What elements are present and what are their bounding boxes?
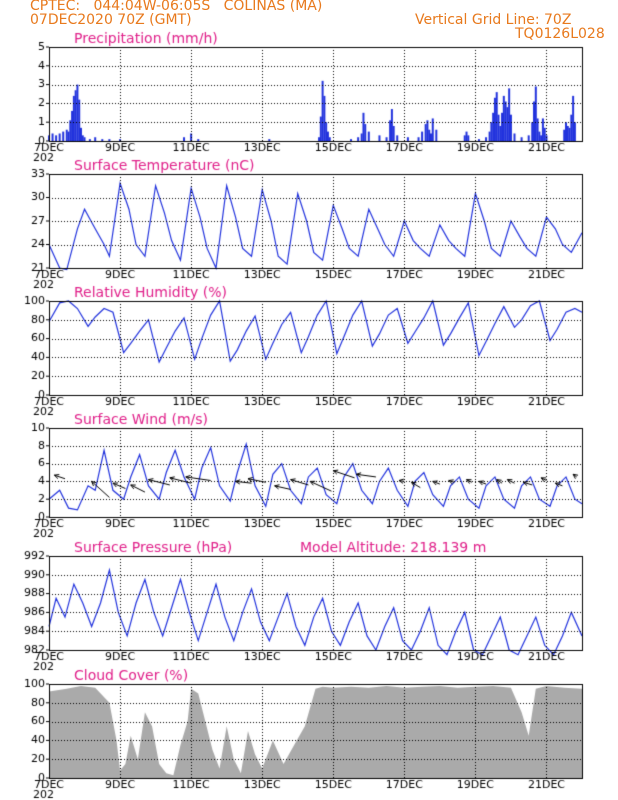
header-grid-note: Vertical Grid Line: 70Z (415, 12, 572, 28)
header-location: CPTEC: 044:04W-06:05S COLINAS (MA) (30, 0, 323, 14)
header-code: TQ0126L028 (515, 26, 605, 42)
header-datetime: 07DEC2020 70Z (GMT) (30, 12, 192, 28)
